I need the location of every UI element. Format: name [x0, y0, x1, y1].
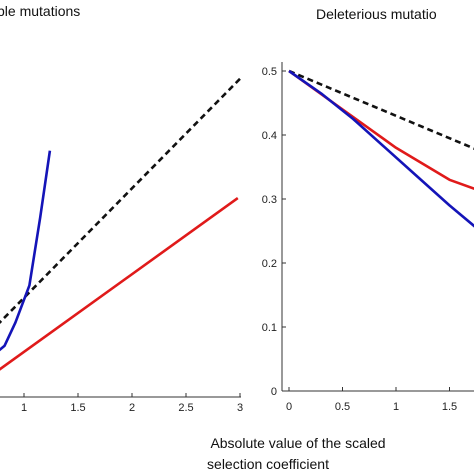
right-y-tick-label: 0.4: [262, 130, 277, 142]
right-panel-title: Deleterious mutatio: [316, 6, 437, 22]
right-series-group: [288, 69, 474, 228]
left-x-ticks: 1 1.5 2 2.5 3: [21, 393, 243, 414]
right-y-tick-label: 0: [271, 386, 277, 398]
left-series-dashed-line: [0, 77, 241, 325]
left-x-tick-label: 2: [129, 402, 135, 414]
left-x-tick-label: 1: [21, 402, 27, 414]
right-series-blue-line: [288, 69, 474, 228]
right-y-tick-label: 0.1: [262, 322, 277, 334]
x-axis-label-line-1: Absolute value of the scaled: [210, 435, 385, 451]
panel-beneficial: ble mutations 1 1.5 2 2.5 3: [0, 3, 243, 414]
x-axis-label-line-2: selection coefficient: [207, 456, 329, 472]
right-y-tick-label: 0.3: [262, 194, 277, 206]
right-y-tick-label: 0.5: [262, 66, 277, 78]
left-series-blue-line: [0, 150, 52, 352]
left-series-group: [0, 77, 241, 371]
right-y-tick-label: 0.2: [262, 258, 277, 270]
left-x-tick-label: 2.5: [178, 402, 193, 414]
right-series-dashed-line: [288, 69, 474, 150]
right-x-tick-label: 0: [286, 401, 292, 413]
left-panel-title: ble mutations: [0, 3, 80, 19]
left-x-tick-label: 3: [237, 402, 243, 414]
panel-deleterious: Deleterious mutatio 0 0.5 1 1.5 00.10.20.30…: [262, 6, 474, 413]
right-x-ticks: 0 0.5 1 1.5: [286, 387, 457, 413]
left-x-tick-label: 1.5: [70, 402, 85, 414]
left-series-red-line: [0, 197, 239, 371]
right-x-tick-label: 0.5: [335, 401, 350, 413]
right-x-tick-label: 1.5: [442, 401, 457, 413]
right-x-tick-label: 1: [393, 401, 399, 413]
right-y-ticks: 0 0.1 0.2 0.3 0.4 0.5: [262, 66, 286, 398]
